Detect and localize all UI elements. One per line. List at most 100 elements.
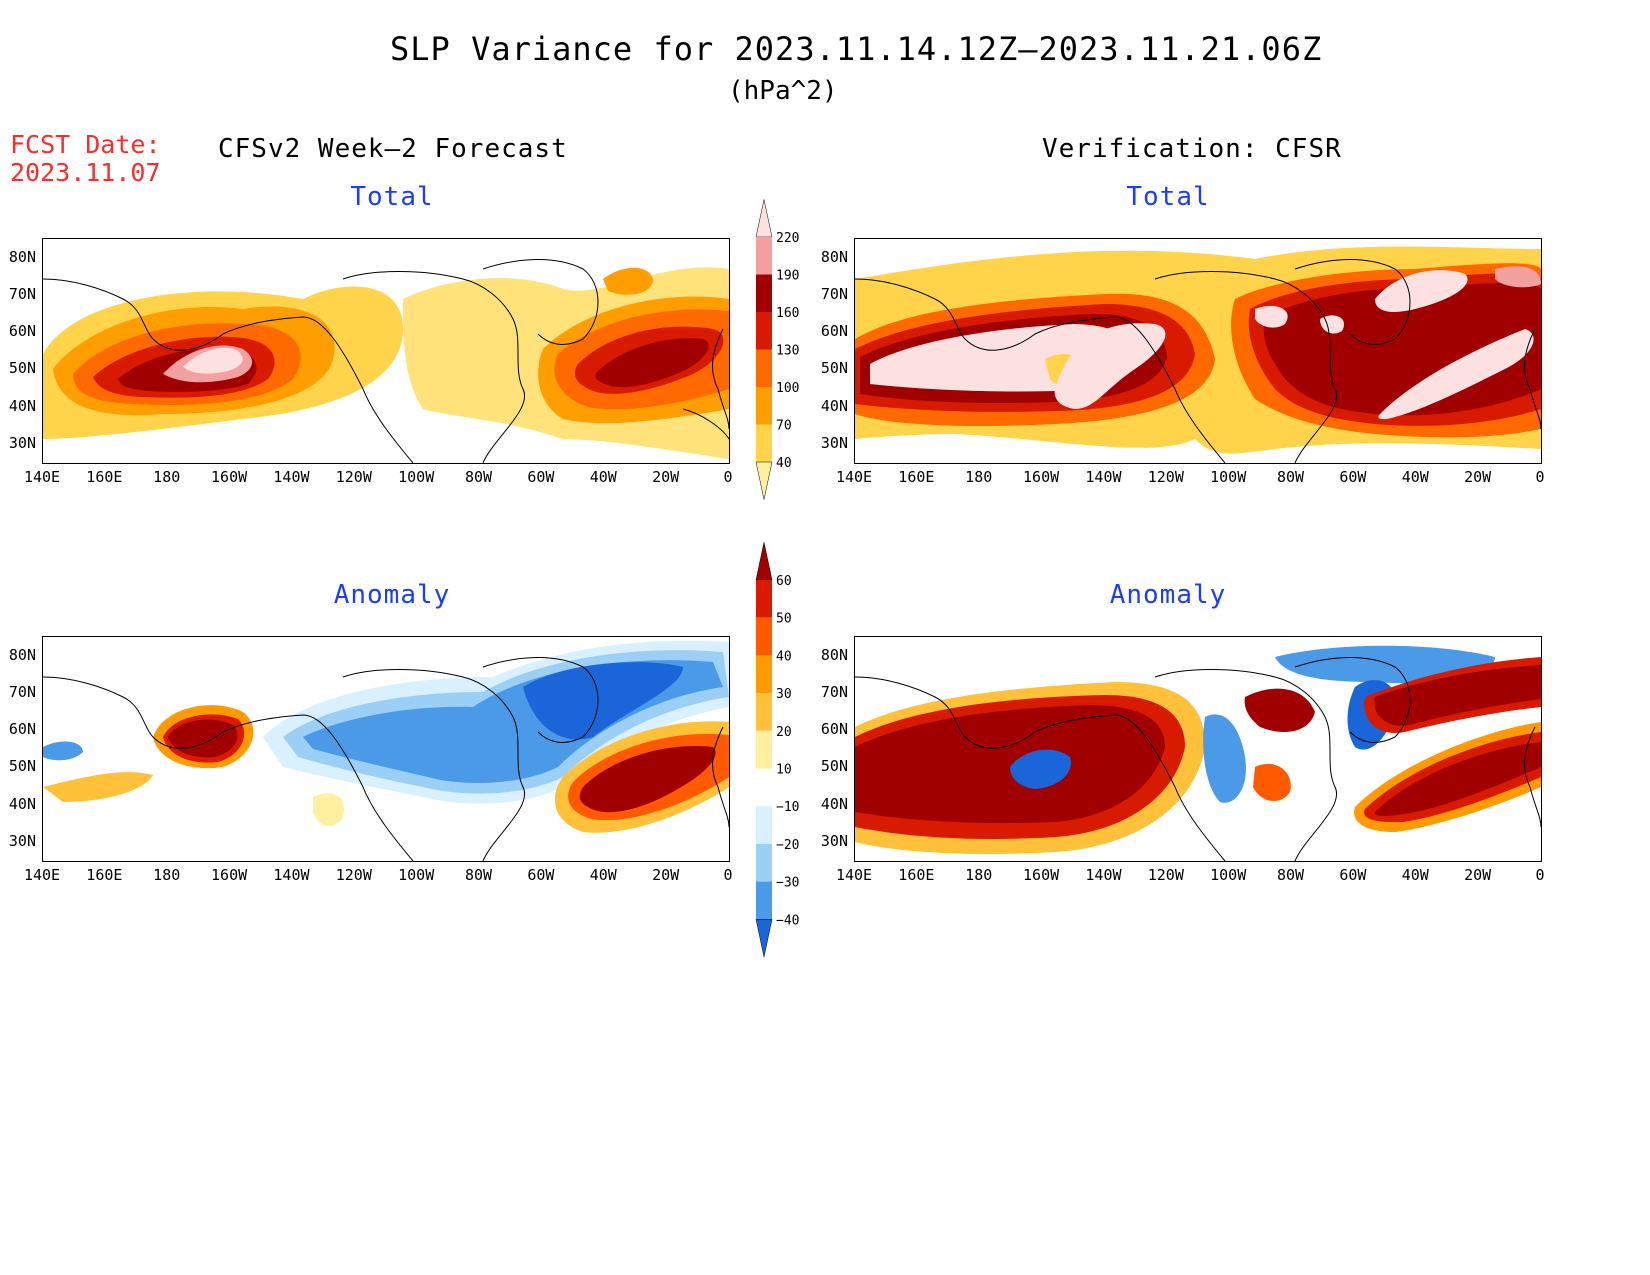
total-colorbar-swatch [756,387,772,425]
lon-tick-label: 20W [1464,866,1492,884]
verification-anomaly-field [855,645,1541,854]
total-colorbar-level-label: 70 [776,419,792,434]
lon-tick-label: 180 [965,866,993,884]
anomaly-colorbar-swatch [756,881,772,920]
anomaly-colorbar-level-label: 30 [776,687,792,702]
lat-tick-label: 50N [820,757,848,775]
main-title: SLP Variance for 2023.11.14.12Z–2023.11.… [390,30,1323,68]
lat-tick-label: 80N [8,248,36,266]
anomaly-colorbar-swatch [756,617,772,656]
lon-tick-label: 40W [589,468,617,486]
anomaly-colorbar-level-label: 50 [776,612,792,627]
anomaly-colorbar-swatch [756,768,772,807]
lon-tick-label: 160W [211,468,248,486]
anomaly-colorbar-level-label: −10 [776,800,799,815]
lon-tick-label: 160E [898,468,935,486]
lat-tick-label: 70N [8,683,36,701]
anomaly-right-label: Anomaly [1109,580,1227,610]
forecast-date-label: FCST Date: [10,130,161,159]
lat-tick-label: 30N [820,832,848,850]
lon-tick-label: 120W [1147,866,1184,884]
anomaly-colorbar-level-label: −30 [776,876,799,891]
lat-tick-label: 60N [820,720,848,738]
coastlines [855,657,1541,861]
lon-tick-label: 20W [1464,468,1492,486]
verification-anomaly-map [854,636,1542,862]
anomaly-colorbar-level-label: 10 [776,763,792,778]
lon-tick-label: 140E [23,468,61,486]
lon-tick-label: 20W [652,866,680,884]
lon-tick-label: 100W [398,468,435,486]
lon-tick-label: 100W [1210,468,1247,486]
anomaly-colorbar-swatch [756,730,772,769]
anomaly-colorbar-bottom-triangle [755,919,773,958]
lon-tick-label: 120W [1147,468,1184,486]
lon-tick-label: 180 [153,468,181,486]
total-colorbar-level-label: 160 [776,306,799,321]
lon-tick-label: 180 [153,866,181,884]
lon-tick-label: 100W [398,866,435,884]
lat-tick-label: 70N [820,683,848,701]
units-label: (hPa^2) [728,76,838,106]
lon-tick-label: 160W [211,866,248,884]
lon-tick-label: 160W [1023,866,1060,884]
total-colorbar-swatch [756,424,772,462]
lon-tick-label: 60W [1339,468,1367,486]
lat-tick-label: 30N [820,434,848,452]
lon-tick-label: 140W [273,866,310,884]
lon-tick-label: 0 [723,866,733,884]
lon-tick-label: 180 [965,468,993,486]
lon-tick-label: 80W [1276,866,1305,884]
lon-tick-label: 60W [527,866,555,884]
total-colorbar-level-label: 40 [776,456,792,471]
total-colorbar-bottom-triangle [755,461,773,500]
anomaly-left-label: Anomaly [333,580,451,610]
anomaly-colorbar-swatch [756,843,772,882]
lon-tick-label: 160E [86,866,123,884]
forecast-date-value: 2023.11.07 [10,158,161,187]
lat-tick-label: 50N [820,359,848,377]
lon-tick-label: 160E [898,866,935,884]
lon-tick-label: 40W [589,866,617,884]
lat-tick-label: 60N [8,322,36,340]
lon-tick-label: 80W [464,468,493,486]
anomaly-colorbar-top-triangle [755,542,773,581]
forecast-total-map [42,238,730,464]
lon-tick-label: 0 [1535,866,1545,884]
lon-tick-label: 140W [273,468,310,486]
lat-tick-label: 80N [8,646,36,664]
lat-tick-label: 60N [820,322,848,340]
forecast-anomaly-field [43,640,729,833]
total-colorbar-swatch [756,312,772,350]
total-colorbar: 220 190 160 130 100 70 40 [755,199,799,500]
total-colorbar-swatch [756,237,772,275]
lat-tick-label: 80N [820,248,848,266]
lat-tick-label: 70N [820,285,848,303]
forecast-anomaly-map [42,636,730,862]
anomaly-colorbar: 60 50 40 30 20 10 −10 −20 −30 −40 [755,542,799,958]
lat-tick-label: 40N [8,397,36,415]
total-colorbar-swatch [756,349,772,387]
anomaly-colorbar-swatch [756,655,772,694]
anomaly-colorbar-level-label: −20 [776,838,799,853]
lon-tick-label: 100W [1210,866,1247,884]
lat-tick-label: 50N [8,757,36,775]
lon-tick-label: 60W [1339,866,1367,884]
total-colorbar-top-triangle [755,199,773,238]
verification-total-map [854,238,1542,464]
lon-tick-label: 160E [86,468,123,486]
lon-tick-label: 140W [1085,468,1122,486]
total-right-label: Total [1126,182,1210,212]
anomaly-colorbar-level-label: −40 [776,913,799,928]
anomaly-colorbar-swatch [756,580,772,618]
lon-tick-label: 140W [1085,866,1122,884]
lat-tick-label: 40N [820,397,848,415]
lon-tick-label: 140E [23,866,61,884]
coastlines [43,657,729,861]
lon-tick-label: 40W [1401,468,1429,486]
coastlines [43,259,729,463]
lat-tick-label: 40N [8,795,36,813]
forecast-column-title: CFSv2 Week–2 Forecast [218,134,568,164]
anomaly-colorbar-swatch [756,806,772,844]
total-colorbar-level-label: 220 [776,231,799,246]
